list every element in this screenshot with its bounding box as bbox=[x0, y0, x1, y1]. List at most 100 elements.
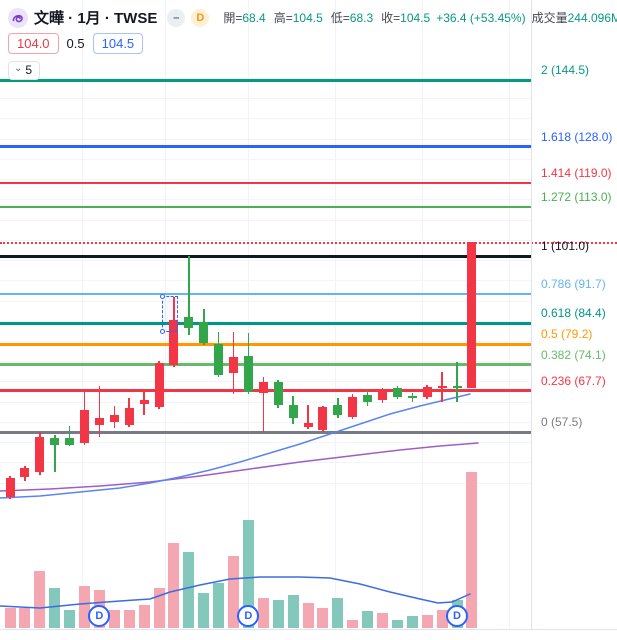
volume-bar[interactable] bbox=[242, 520, 254, 628]
bid-price-button[interactable]: 104.0 bbox=[8, 33, 59, 54]
candle[interactable] bbox=[258, 381, 268, 394]
volume-bar[interactable] bbox=[138, 605, 150, 628]
volume-bar[interactable] bbox=[19, 608, 31, 628]
candle[interactable] bbox=[169, 319, 179, 365]
volume-bar[interactable] bbox=[406, 615, 418, 628]
bar-count-control[interactable]: ⌄ 5 bbox=[8, 61, 41, 80]
volume-bar[interactable] bbox=[64, 610, 76, 628]
fib-line-0.786[interactable] bbox=[0, 292, 531, 295]
candle[interactable] bbox=[80, 410, 89, 443]
fib-line-0[interactable] bbox=[0, 430, 531, 434]
symbol-logo-icon bbox=[8, 7, 28, 28]
candle[interactable] bbox=[348, 396, 358, 417]
fib-line-1.618[interactable] bbox=[0, 145, 531, 149]
volume-bar[interactable] bbox=[79, 585, 90, 628]
candle[interactable] bbox=[109, 415, 119, 422]
candle[interactable] bbox=[288, 404, 298, 419]
ask-price-button[interactable]: 104.5 bbox=[92, 33, 144, 54]
dividend-marker[interactable]: D bbox=[88, 605, 111, 627]
volume-bar[interactable] bbox=[391, 620, 403, 628]
volume-bar[interactable] bbox=[287, 595, 299, 628]
candle[interactable] bbox=[363, 394, 373, 402]
legend-collapse-icon[interactable]: – bbox=[167, 8, 186, 27]
drawing-handle[interactable] bbox=[160, 329, 165, 334]
candle-wick bbox=[143, 391, 145, 415]
symbol-legend: 文曄 · 1月 · TWSE – D 開=68.4 高=104.5 低=68.3… bbox=[8, 7, 617, 28]
candle[interactable] bbox=[35, 436, 45, 473]
fib-line-0.236[interactable] bbox=[0, 389, 531, 393]
volume-bar[interactable] bbox=[257, 598, 269, 628]
volume-bar[interactable] bbox=[108, 610, 120, 628]
candle[interactable] bbox=[154, 362, 164, 407]
candle[interactable] bbox=[407, 396, 417, 398]
volume-bar[interactable] bbox=[347, 620, 359, 628]
symbol-title[interactable]: 文曄 · 1月 · TWSE bbox=[34, 10, 158, 27]
candle[interactable] bbox=[318, 406, 328, 431]
candle-wick bbox=[173, 296, 175, 367]
fib-line-1.272[interactable] bbox=[0, 206, 531, 209]
candle[interactable] bbox=[273, 381, 283, 405]
candle[interactable] bbox=[422, 386, 432, 397]
drawing-selection-box[interactable] bbox=[162, 296, 178, 332]
volume-bar[interactable] bbox=[436, 610, 448, 628]
candle[interactable] bbox=[378, 389, 387, 401]
volume-bar[interactable] bbox=[123, 610, 135, 628]
volume-bar[interactable] bbox=[34, 571, 46, 628]
volume-bar[interactable] bbox=[421, 615, 433, 628]
fib-line-0.5[interactable] bbox=[0, 342, 531, 346]
volume-bar[interactable] bbox=[153, 588, 165, 628]
volume-bar[interactable] bbox=[451, 599, 463, 628]
candle[interactable] bbox=[65, 437, 75, 445]
volume-bar[interactable] bbox=[4, 608, 16, 628]
fib-line-1.414[interactable] bbox=[0, 182, 531, 185]
volume-bar[interactable] bbox=[332, 598, 344, 628]
volume-bar[interactable] bbox=[183, 552, 195, 628]
candle[interactable] bbox=[50, 437, 60, 445]
volume-bar[interactable] bbox=[466, 472, 478, 628]
candle[interactable] bbox=[303, 423, 313, 428]
volume-bar[interactable] bbox=[377, 613, 388, 628]
candle[interactable] bbox=[392, 387, 402, 397]
volume-bar[interactable] bbox=[272, 599, 284, 628]
volume-bar[interactable] bbox=[228, 556, 239, 628]
time-axis[interactable] bbox=[0, 629, 617, 640]
candle[interactable] bbox=[199, 321, 209, 343]
grid-hline bbox=[0, 300, 531, 302]
candle[interactable] bbox=[467, 241, 477, 388]
fib-line-1[interactable] bbox=[0, 254, 531, 258]
candle[interactable] bbox=[452, 385, 462, 389]
volume-bar[interactable] bbox=[49, 588, 61, 628]
drawing-handle[interactable] bbox=[160, 294, 165, 299]
candle[interactable] bbox=[5, 478, 15, 498]
volume-bar[interactable] bbox=[362, 610, 374, 628]
dividend-marker[interactable]: D bbox=[446, 605, 468, 627]
price-axis[interactable]: 2 (144.5) 1.618 (128.0) 1.414 (119.0) 1.272… bbox=[531, 0, 617, 640]
volume-bar[interactable] bbox=[213, 583, 225, 628]
fib-line-2[interactable] bbox=[0, 78, 531, 82]
price-ma-slow-line bbox=[0, 442, 479, 492]
candle[interactable] bbox=[214, 344, 224, 375]
candle[interactable] bbox=[124, 408, 134, 426]
volume-bar[interactable] bbox=[168, 543, 180, 628]
dividend-marker[interactable]: D bbox=[237, 605, 260, 627]
candle[interactable] bbox=[437, 385, 447, 388]
volume-bar[interactable] bbox=[93, 590, 105, 628]
fib-label-0.382: 0.382 (74.1) bbox=[541, 347, 606, 362]
candle[interactable] bbox=[20, 468, 30, 477]
candle[interactable] bbox=[94, 418, 104, 426]
volume-bar[interactable] bbox=[317, 608, 329, 628]
volume-bar[interactable] bbox=[302, 603, 314, 628]
candle[interactable] bbox=[333, 404, 343, 415]
candle[interactable] bbox=[139, 399, 149, 404]
fib-line-0.618[interactable] bbox=[0, 321, 531, 325]
fib-line-0.382[interactable] bbox=[0, 363, 531, 367]
candle[interactable] bbox=[184, 317, 194, 328]
volume-bar[interactable] bbox=[198, 592, 210, 628]
candle[interactable] bbox=[229, 357, 238, 373]
candle[interactable] bbox=[243, 355, 253, 392]
interval-badge[interactable]: D bbox=[191, 8, 210, 27]
